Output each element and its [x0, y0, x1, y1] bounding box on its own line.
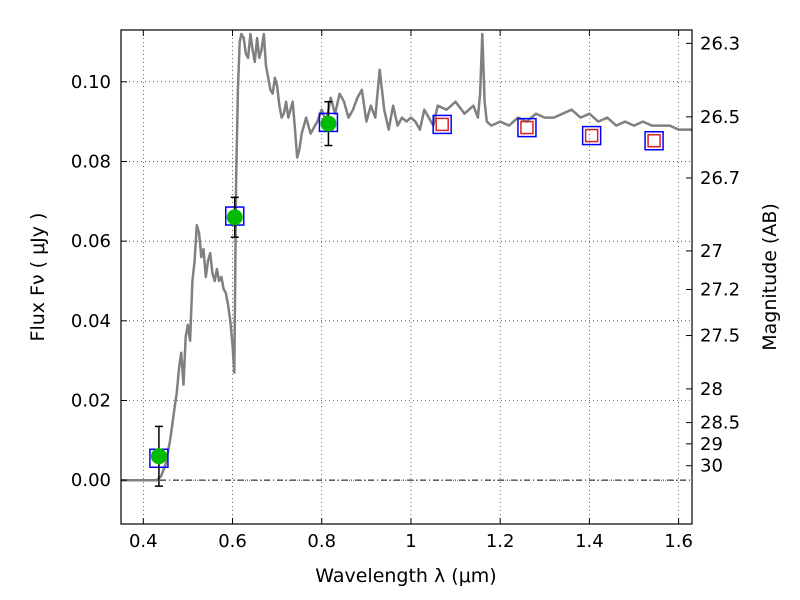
magnitude-tick-label: 28.5 — [700, 413, 740, 434]
y-tick-label: 0.04 — [71, 311, 111, 332]
model-band-marker — [517, 117, 537, 138]
y-tick-label: 0.00 — [71, 470, 111, 491]
y-tick-label: 0.10 — [71, 72, 111, 93]
x-tick-label: 1 — [405, 531, 416, 552]
x-tick-label: 1.2 — [486, 531, 515, 552]
y-axis-label: Flux Fν ( μJy ) — [27, 213, 49, 342]
model-band-marker — [432, 114, 452, 135]
magnitude-tick-label: 27 — [700, 241, 723, 262]
magnitude-tick-label: 30 — [700, 456, 723, 477]
x-axis-label: Wavelength λ (μm) — [315, 565, 496, 587]
x-tick-label: 0.8 — [307, 531, 336, 552]
y-tick-label: 0.08 — [71, 151, 111, 172]
model-band-marker-inner — [520, 120, 534, 135]
observed-flux-point — [320, 115, 337, 132]
x-tick-label: 0.6 — [218, 531, 247, 552]
magnitude-tick-label: 26.5 — [700, 107, 740, 128]
data-series — [121, 32, 692, 487]
model-band-marker — [644, 131, 664, 151]
model-band-marker-inner — [647, 134, 661, 148]
y-tick-label: 0.02 — [71, 391, 111, 412]
x-tick-label: 1.4 — [575, 531, 604, 552]
model-spectrum-line — [121, 32, 692, 482]
y-axis-flux: 0.00 0.02 0.04 0.06 0.08 0.10 — [71, 72, 127, 491]
magnitude-tick-label: 27.2 — [700, 279, 740, 300]
magnitude-tick-label: 29 — [700, 434, 723, 455]
magnitude-tick-label: 26.7 — [700, 168, 740, 189]
magnitude-tick-label: 26.3 — [700, 33, 740, 54]
plot-frame — [120, 29, 693, 525]
x-tick-label: 0.4 — [129, 531, 158, 552]
y-tick-label: 0.06 — [71, 231, 111, 252]
x-tick-label: 1.6 — [664, 531, 693, 552]
observed-flux-point — [150, 448, 167, 465]
model-band-marker — [581, 125, 602, 146]
observed-flux-point — [226, 209, 243, 226]
x-axis: 0.4 0.6 0.8 1 1.2 1.4 1.6 — [129, 30, 693, 552]
model-band-marker-inner — [435, 117, 449, 132]
magnitude-tick-label: 27.5 — [700, 326, 740, 347]
magnitude-tick-label: 28 — [700, 379, 723, 400]
y2-axis-label: Magnitude (AB) — [759, 203, 781, 351]
model-band-marker-inner — [584, 128, 599, 143]
